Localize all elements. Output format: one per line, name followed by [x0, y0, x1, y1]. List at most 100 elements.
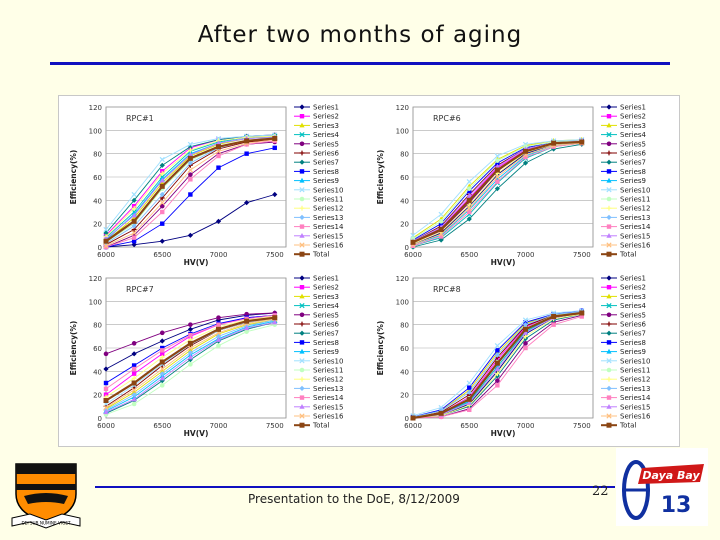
legend-label: Series4: [313, 302, 340, 310]
legend-marker: [299, 413, 305, 419]
data-point: [103, 244, 109, 250]
y-tick-label: 80: [93, 151, 102, 159]
data-point-total: [187, 340, 193, 346]
legend-marker: [299, 251, 305, 257]
legend-marker: [299, 312, 305, 318]
data-point: [466, 186, 472, 191]
y-tick-label: 120: [89, 104, 102, 112]
legend-marker: [606, 104, 612, 110]
data-point: [466, 205, 472, 212]
data-point: [159, 171, 165, 176]
data-point: [579, 314, 584, 319]
y-tick-label: 60: [400, 174, 409, 182]
legend-label: Series13: [620, 385, 650, 393]
data-point: [131, 389, 137, 395]
data-point: [103, 243, 109, 249]
y-tick-label: 20: [93, 392, 102, 400]
legend-marker: [299, 233, 305, 238]
y-axis-label: Efficiency(%): [376, 321, 385, 376]
legend-label: Series9: [313, 348, 339, 356]
data-point: [466, 192, 472, 198]
data-point: [131, 238, 137, 244]
data-point-total: [523, 326, 528, 332]
legend-marker: [606, 224, 612, 229]
data-point: [244, 151, 249, 156]
data-point-total: [244, 318, 250, 324]
legend-marker: [299, 358, 305, 364]
data-point: [215, 317, 222, 323]
data-point: [187, 347, 193, 353]
legend-marker: [606, 251, 612, 257]
legend-label: Series9: [313, 177, 339, 185]
data-point: [467, 385, 472, 390]
legend-label: Total: [619, 422, 636, 430]
legend-label: Series14: [620, 394, 651, 402]
data-point: [159, 191, 165, 198]
data-point: [410, 243, 416, 249]
x-tick-label: 7500: [573, 251, 591, 259]
legend-label: Series5: [620, 140, 646, 148]
slide-title: After two months of aging: [197, 22, 523, 48]
data-point-total: [523, 148, 528, 154]
legend-label: Series1: [313, 275, 339, 283]
data-point-total: [159, 359, 165, 365]
data-point: [494, 186, 500, 192]
legend-label: Series2: [620, 113, 646, 121]
legend-label: Series13: [313, 385, 343, 393]
data-point-total: [579, 310, 585, 316]
data-point: [244, 325, 250, 331]
data-point-total: [551, 314, 557, 319]
data-point: [438, 404, 444, 411]
data-point: [467, 188, 472, 194]
legend-marker: [299, 169, 305, 174]
legend-label: Series10: [620, 357, 650, 365]
legend-label: Series1: [313, 104, 339, 112]
data-point: [494, 371, 500, 377]
legend-marker: [606, 312, 612, 318]
legend-label: Series12: [313, 376, 343, 384]
y-tick-label: 80: [400, 151, 409, 159]
legend-marker: [606, 169, 612, 174]
data-point: [466, 380, 472, 386]
legend-marker: [299, 141, 305, 147]
legend-marker: [299, 104, 305, 110]
data-point: [187, 147, 193, 153]
legend-label: Series3: [620, 293, 646, 301]
legend-marker: [606, 348, 612, 354]
legend-marker: [606, 321, 612, 327]
legend-label: Total: [312, 251, 329, 259]
data-point: [467, 209, 472, 215]
legend-marker: [606, 242, 612, 248]
data-point: [410, 232, 416, 238]
chart-rpc1: 0 20 40 60 80 100 120 6000 6500 7000 7500 HV(V) Effi…: [62, 99, 366, 268]
data-point-total: [187, 155, 193, 161]
data-point: [131, 401, 137, 407]
legend-marker: [606, 177, 612, 183]
legend-label: Series14: [313, 394, 344, 402]
legend-marker: [606, 187, 612, 193]
x-tick-label: 7000: [517, 251, 535, 259]
legend-marker: [299, 293, 305, 299]
x-tick-label: 6500: [153, 422, 171, 430]
chart-title: RPC#8: [433, 285, 461, 294]
x-tick-label: 7000: [210, 251, 228, 259]
data-point: [494, 174, 500, 180]
data-point: [131, 341, 137, 346]
footer-divider: [95, 486, 615, 488]
data-point: [495, 158, 500, 163]
legend-marker: [606, 367, 612, 373]
data-point: [103, 226, 109, 233]
crest-motto: DEI SUB NUMINE VIGET: [21, 521, 71, 526]
legend-label: Series15: [313, 403, 343, 411]
data-point: [103, 409, 109, 415]
data-point: [215, 337, 222, 342]
data-point: [438, 221, 444, 226]
data-point: [272, 319, 278, 325]
legend-marker: [299, 114, 305, 119]
data-point: [131, 191, 137, 198]
legend-label: Series14: [313, 223, 344, 231]
footer-text: Presentation to the DoE, 8/12/2009: [248, 492, 460, 506]
y-tick-label: 40: [400, 368, 409, 376]
data-point: [187, 232, 193, 238]
legend-marker: [299, 177, 305, 183]
